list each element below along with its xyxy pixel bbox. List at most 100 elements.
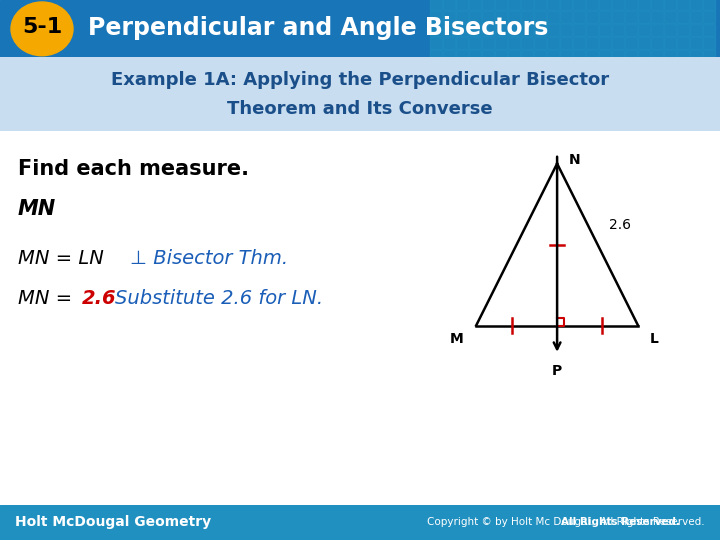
Bar — [482, 24, 494, 36]
Text: Perpendicular and Angle Bisectors: Perpendicular and Angle Bisectors — [88, 16, 549, 40]
Bar — [651, 50, 663, 62]
Bar — [469, 11, 481, 23]
Bar — [573, 0, 585, 10]
Bar — [664, 24, 676, 36]
Bar — [430, 24, 442, 36]
Bar — [521, 24, 533, 36]
Bar — [651, 11, 663, 23]
Bar — [651, 24, 663, 36]
Bar — [586, 11, 598, 23]
Bar — [651, 37, 663, 49]
Bar — [443, 37, 455, 49]
Bar — [560, 0, 572, 10]
Text: Substitute 2.6 for LN.: Substitute 2.6 for LN. — [115, 289, 323, 308]
Text: Copyright © by Holt Mc Dougal.  All Rights Reserved.: Copyright © by Holt Mc Dougal. All Right… — [428, 517, 705, 528]
Bar — [599, 11, 611, 23]
Bar — [612, 50, 624, 62]
Bar — [508, 37, 520, 49]
Bar — [625, 50, 637, 62]
Bar — [612, 0, 624, 10]
Bar — [560, 50, 572, 62]
Bar — [430, 11, 442, 23]
Bar — [430, 50, 442, 62]
Bar — [625, 24, 637, 36]
Bar — [677, 0, 689, 10]
Bar — [625, 37, 637, 49]
Bar — [573, 11, 585, 23]
Text: L: L — [649, 332, 658, 346]
Bar — [703, 50, 715, 62]
Bar — [703, 24, 715, 36]
Bar — [651, 0, 663, 10]
Text: P: P — [552, 364, 562, 379]
Text: MN: MN — [18, 199, 56, 219]
Bar — [508, 0, 520, 10]
Bar — [703, 11, 715, 23]
Bar — [482, 11, 494, 23]
Bar — [547, 11, 559, 23]
Ellipse shape — [11, 2, 73, 56]
Bar — [677, 50, 689, 62]
Bar — [586, 0, 598, 10]
Bar — [508, 11, 520, 23]
Bar — [521, 37, 533, 49]
Bar — [560, 11, 572, 23]
Bar — [586, 37, 598, 49]
Bar — [703, 37, 715, 49]
Bar — [690, 11, 702, 23]
Bar — [534, 37, 546, 49]
Bar — [495, 24, 507, 36]
Bar — [677, 11, 689, 23]
Text: Find each measure.: Find each measure. — [18, 159, 249, 179]
Bar — [430, 0, 442, 10]
Bar — [482, 37, 494, 49]
Bar — [469, 50, 481, 62]
Bar — [599, 24, 611, 36]
Bar — [612, 11, 624, 23]
Bar — [534, 0, 546, 10]
Bar — [664, 37, 676, 49]
Bar — [443, 50, 455, 62]
Bar — [521, 0, 533, 10]
Bar — [495, 37, 507, 49]
Bar — [469, 0, 481, 10]
Bar — [456, 0, 468, 10]
Bar — [482, 0, 494, 10]
Bar — [508, 50, 520, 62]
Bar — [521, 50, 533, 62]
Bar — [495, 11, 507, 23]
Text: M: M — [449, 332, 463, 346]
Text: Holt McDougal Geometry: Holt McDougal Geometry — [15, 516, 211, 529]
Bar — [703, 0, 715, 10]
Bar — [547, 37, 559, 49]
Bar — [469, 24, 481, 36]
Text: MN =: MN = — [18, 289, 78, 308]
Bar — [612, 37, 624, 49]
Text: 2.6: 2.6 — [82, 289, 117, 308]
Bar — [456, 37, 468, 49]
Bar — [664, 11, 676, 23]
Bar — [560, 24, 572, 36]
Bar — [677, 37, 689, 49]
Bar — [469, 37, 481, 49]
Bar — [547, 0, 559, 10]
Bar — [534, 11, 546, 23]
Bar — [690, 37, 702, 49]
Bar — [638, 0, 650, 10]
Bar — [560, 37, 572, 49]
Bar — [534, 50, 546, 62]
Bar — [664, 50, 676, 62]
Bar — [599, 0, 611, 10]
Text: MN = LN: MN = LN — [18, 249, 104, 268]
Bar — [625, 11, 637, 23]
Bar — [573, 50, 585, 62]
Bar — [612, 24, 624, 36]
Bar — [508, 24, 520, 36]
Bar — [547, 50, 559, 62]
Bar — [638, 24, 650, 36]
Text: Theorem and Its Converse: Theorem and Its Converse — [228, 100, 492, 118]
Text: All Rights Reserved.: All Rights Reserved. — [561, 517, 680, 528]
Text: 2.6: 2.6 — [609, 218, 631, 232]
Bar — [443, 24, 455, 36]
Bar — [677, 24, 689, 36]
